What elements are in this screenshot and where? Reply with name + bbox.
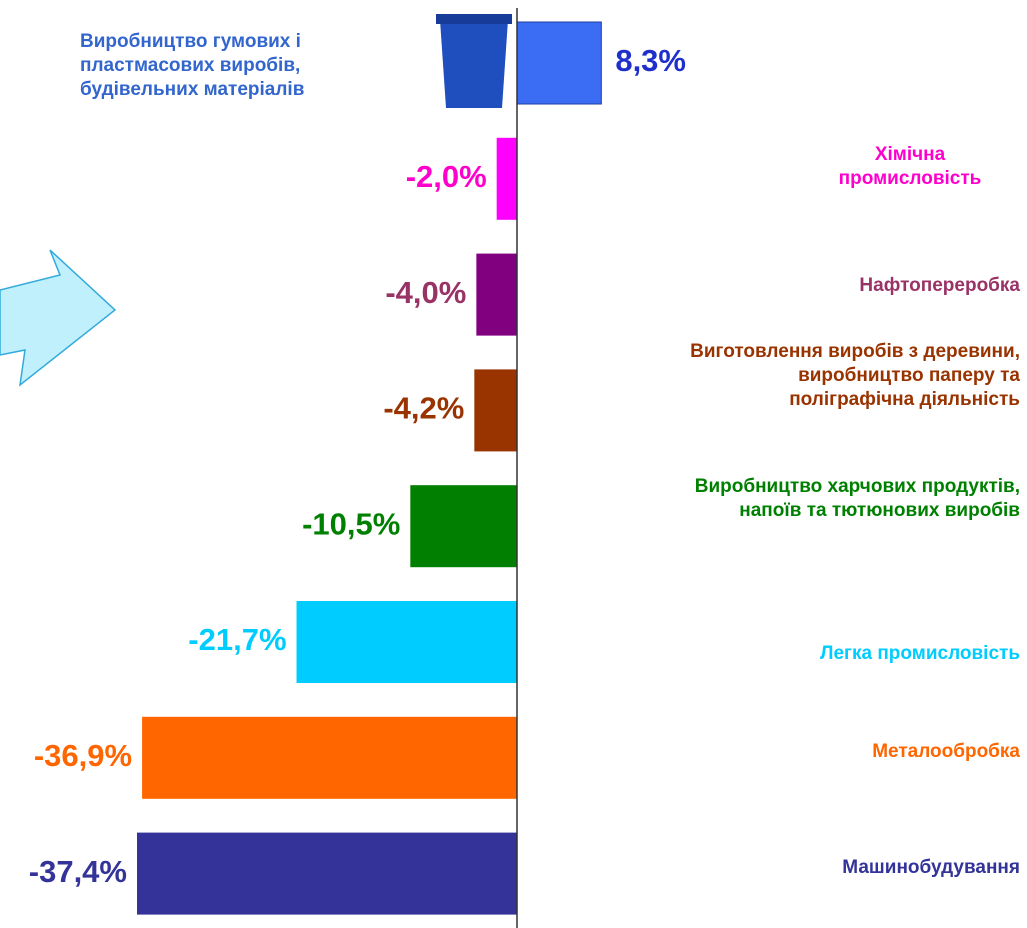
bar <box>517 22 601 104</box>
bin-icon <box>436 14 512 108</box>
category-label: Нафтопереробка <box>720 274 1020 298</box>
category-label: Хімічна промисловість <box>805 143 1015 191</box>
value-label: -4,0% <box>385 275 466 310</box>
bar <box>474 369 517 451</box>
value-label: -10,5% <box>302 506 400 541</box>
value-label: -37,4% <box>29 854 127 889</box>
value-label: -2,0% <box>406 159 487 194</box>
value-label: -21,7% <box>188 622 286 657</box>
page: {"chart_data": {"type": "bar", "orientat… <box>0 0 1027 928</box>
category-label: Металообробка <box>700 740 1020 764</box>
category-label: Виготовлення виробів з деревини, виробни… <box>675 340 1020 412</box>
bar <box>476 254 517 336</box>
chart: 8,3% -2,0% -4,0% -4,2% -10,5% -21,7% -36,9% -37… <box>0 0 1027 928</box>
bar <box>142 717 517 799</box>
bar <box>137 833 517 915</box>
bar <box>410 485 517 567</box>
decor-arrow <box>0 250 115 385</box>
bar <box>497 138 517 220</box>
category-label: Машинобудування <box>700 856 1020 880</box>
category-label: Легка промисловість <box>700 642 1020 666</box>
value-label: -36,9% <box>34 738 132 773</box>
value-label: -4,2% <box>383 391 464 426</box>
category-label: Виробництво харчових продуктів, напоїв т… <box>680 475 1020 523</box>
bar <box>297 601 517 683</box>
value-label: 8,3% <box>615 43 686 78</box>
category-label: Виробництво гумових і пластмасових вироб… <box>80 30 400 102</box>
